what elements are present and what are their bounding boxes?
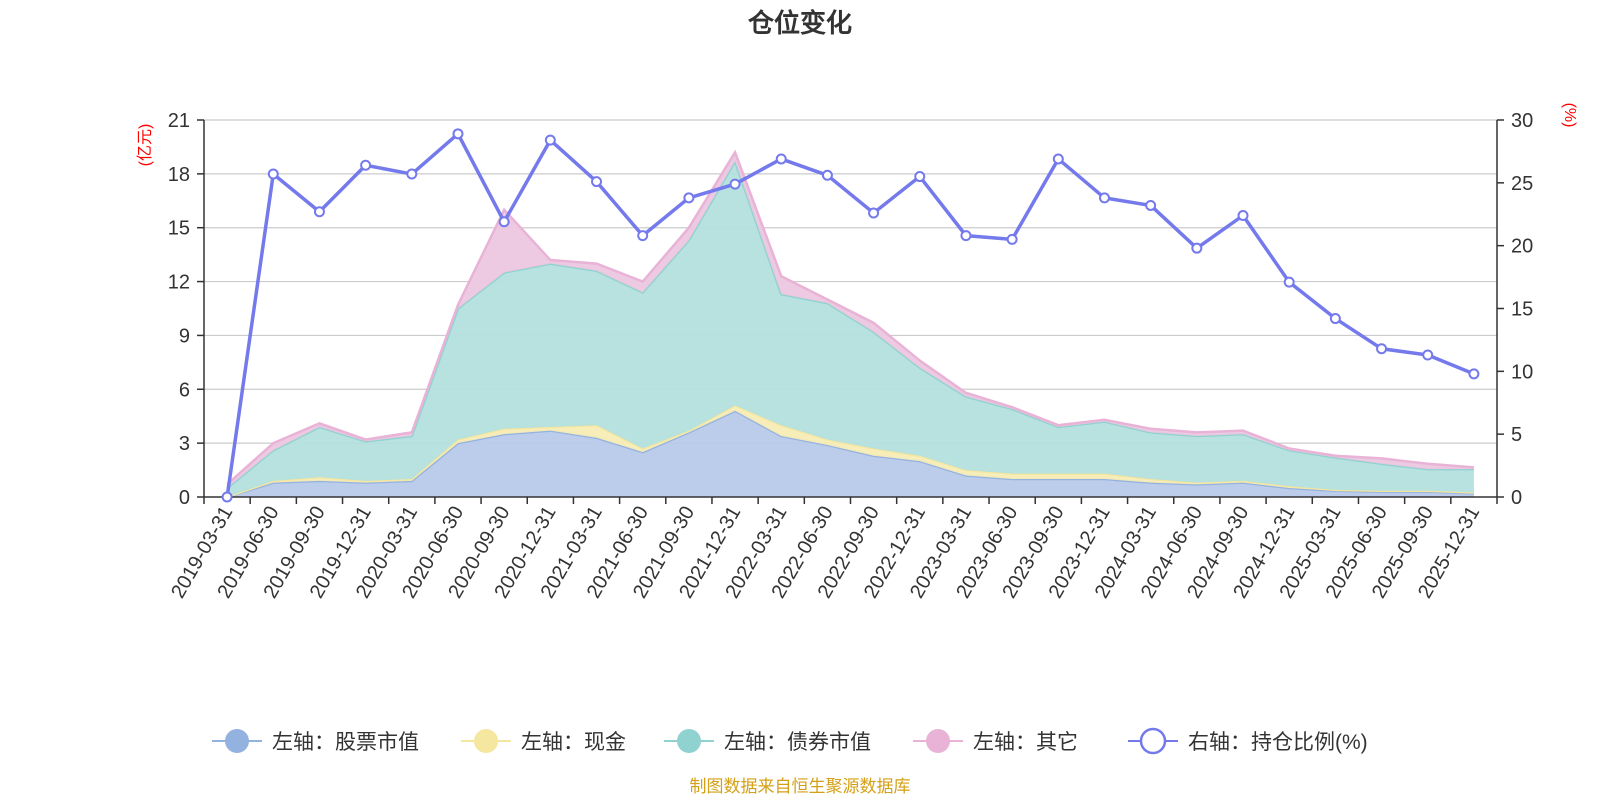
ratio-point xyxy=(1052,153,1064,165)
ratio-line xyxy=(225,132,1475,498)
right-tick-label: 15 xyxy=(1511,299,1533,321)
area-layers xyxy=(226,149,1475,499)
legend-marker xyxy=(677,729,701,753)
legend-item[interactable]: 左轴：其它 xyxy=(913,729,1078,754)
right-axis-unit: (%) xyxy=(1561,103,1578,128)
ratio-point xyxy=(960,230,972,242)
legend-marker xyxy=(474,729,498,753)
ratio-line-series xyxy=(221,128,1480,503)
ratio-point xyxy=(221,491,233,503)
right-tick-label: 5 xyxy=(1511,424,1522,446)
ratio-point xyxy=(1329,313,1341,325)
left-tick-label: 21 xyxy=(168,110,190,132)
legend-label: 右轴：持仓比例(%) xyxy=(1188,731,1368,754)
left-axis-unit: (亿元) xyxy=(136,124,154,167)
legend-marker xyxy=(1139,727,1167,755)
legend-label: 左轴：股票市值 xyxy=(272,731,419,754)
left-tick-label: 3 xyxy=(179,433,190,455)
ratio-point xyxy=(1468,368,1480,380)
left-tick-label: 12 xyxy=(168,272,190,294)
left-tick-label: 6 xyxy=(179,379,190,401)
ratio-point xyxy=(498,216,510,228)
ratio-point xyxy=(1098,192,1110,204)
ratio-point xyxy=(914,171,926,183)
legend-item[interactable]: 左轴：股票市值 xyxy=(212,729,419,754)
ratio-point xyxy=(360,159,372,171)
ratio-point xyxy=(683,192,695,204)
left-tick-label: 18 xyxy=(168,164,190,186)
legend-marker xyxy=(926,729,950,753)
ratio-point xyxy=(1283,276,1295,288)
left-tick-label: 9 xyxy=(179,325,190,347)
chart-title: 仓位变化 xyxy=(747,8,852,38)
ratio-point xyxy=(1376,343,1388,355)
right-tick-label: 25 xyxy=(1511,173,1533,195)
ratio-point xyxy=(1422,349,1434,361)
ratio-point xyxy=(1006,233,1018,245)
ratio-point xyxy=(406,168,418,180)
ratio-point xyxy=(452,128,464,140)
legend-label: 左轴：现金 xyxy=(521,731,626,754)
area-左轴：债券市值 xyxy=(227,161,1474,498)
legend-item[interactable]: 左轴：债券市值 xyxy=(664,729,871,754)
right-tick-label: 30 xyxy=(1511,110,1533,132)
ratio-point xyxy=(1145,199,1157,211)
legend-label: 左轴：其它 xyxy=(973,731,1078,754)
left-tick-label: 15 xyxy=(168,218,190,240)
legend-label: 左轴：债券市值 xyxy=(724,731,871,754)
ratio-point xyxy=(1191,242,1203,254)
source-note: 制图数据来自恒生聚源数据库 xyxy=(690,777,911,796)
ratio-point xyxy=(267,168,279,180)
ratio-point xyxy=(868,207,880,219)
legend[interactable]: 左轴：股票市值 左轴：现金 左轴：债券市值 左轴：其它 右轴：持仓比例(%) xyxy=(212,727,1368,755)
ratio-point xyxy=(544,134,556,146)
legend-marker xyxy=(225,729,249,753)
right-tick-label: 20 xyxy=(1511,236,1533,258)
ratio-point xyxy=(821,169,833,181)
ratio-point xyxy=(637,230,649,242)
ratio-point xyxy=(313,206,325,218)
right-tick-label: 10 xyxy=(1511,361,1533,383)
ratio-point xyxy=(775,153,787,165)
ratio-point xyxy=(729,178,741,190)
right-tick-label: 0 xyxy=(1511,487,1522,509)
legend-item[interactable]: 右轴：持仓比例(%) xyxy=(1128,727,1368,755)
ratio-point xyxy=(591,176,603,188)
legend-item[interactable]: 左轴：现金 xyxy=(461,729,626,754)
ratio-point xyxy=(1237,210,1249,222)
left-tick-label: 0 xyxy=(179,487,190,509)
area-edge-左轴：其它 xyxy=(226,149,1475,486)
